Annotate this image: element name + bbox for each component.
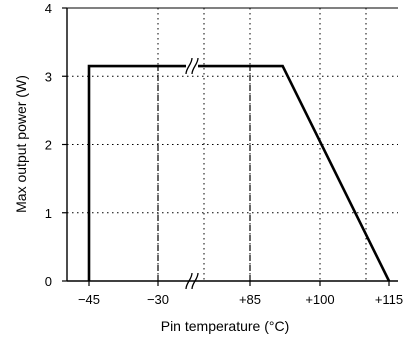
x-tick-label: +115 (375, 292, 403, 307)
axis-break-top (191, 57, 199, 75)
axis-break-top-gap (186, 62, 198, 71)
x-tick-label: −45 (78, 292, 100, 307)
x-tick-labels: −45 −30 +85 +100 +115 (78, 292, 403, 307)
series-line-left (87, 64, 186, 281)
x-tick-label: +100 (305, 292, 334, 307)
axis-break-top (185, 57, 193, 75)
y-tick-label: 3 (45, 69, 52, 84)
axis-break-marks (185, 57, 199, 290)
y-tick-labels: 0 1 2 3 4 (45, 1, 52, 289)
grid (67, 8, 398, 281)
series (87, 64, 391, 282)
y-axis-label: Max output power (W) (13, 75, 29, 213)
series-line-right (198, 64, 391, 282)
x-tick-label: −30 (147, 292, 169, 307)
x-tick-label: +85 (239, 292, 261, 307)
reference-lines (157, 67, 251, 281)
y-tick-label: 0 (45, 274, 52, 289)
y-tick-label: 1 (45, 206, 52, 221)
x-axis-label: Pin temperature (°C) (161, 318, 290, 334)
y-tick-label: 4 (45, 1, 52, 16)
y-tick-label: 2 (45, 138, 52, 153)
axes-frame (62, 7, 398, 286)
